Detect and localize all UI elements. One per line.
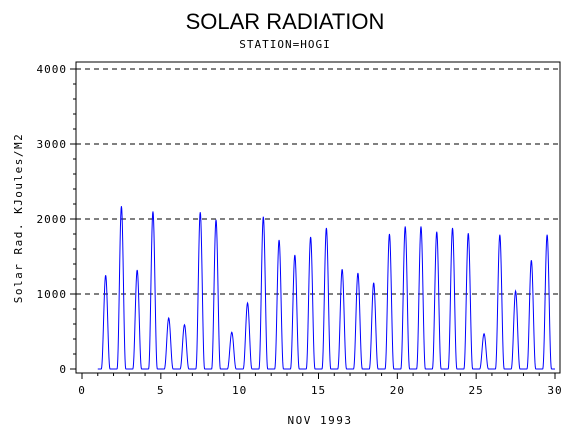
y-axis: 0 1000 2000 3000 4000 [37,63,76,376]
x-tick-label: 10 [232,384,247,397]
y-tick-label: 1000 [37,288,68,301]
chart-subtitle: STATION=HOGI [239,38,330,51]
y-tick-label: 2000 [37,213,68,226]
x-tick-label: 20 [390,384,405,397]
y-tick-label: 4000 [37,63,68,76]
x-tick-label: 25 [469,384,484,397]
grid-lines [76,68,560,295]
x-axis: 0 5 10 15 20 25 30 [78,373,562,397]
y-tick-label: 0 [59,363,67,376]
y-axis-label: Solar Rad. KJoules/M2 [12,133,25,304]
x-tick-label: 15 [311,384,326,397]
plot-frame [75,61,561,374]
x-tick-label: 30 [547,384,562,397]
x-tick-label: 0 [78,384,86,397]
x-axis-label: NOV 1993 [288,414,353,427]
series-layer [97,206,555,370]
chart-title: SOLAR RADIATION [186,9,385,34]
solar-radiation-series [97,206,555,370]
x-tick-label: 5 [157,384,165,397]
y-tick-label: 3000 [37,138,68,151]
